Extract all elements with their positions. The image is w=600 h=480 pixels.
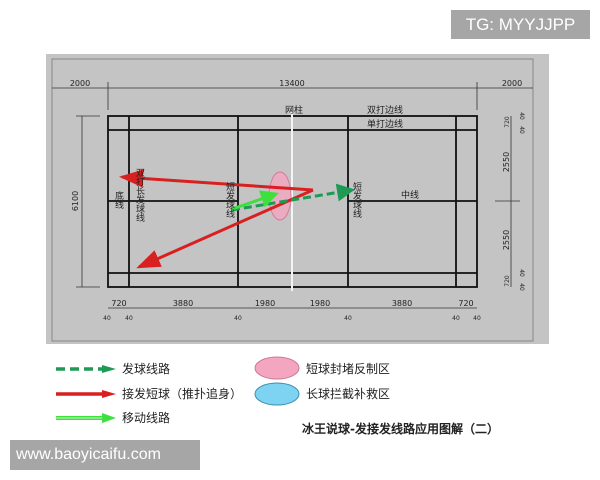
dim-right-small: 40 (518, 112, 525, 120)
doubles-long-service-line-label: 双打长发球线 (134, 168, 145, 222)
dim-bottom-small: 40 (452, 315, 460, 322)
doubles-sideline-label: 双打边线 (367, 104, 403, 116)
legend-serve-arrowhead (102, 365, 116, 373)
back-line-label: 底线 (113, 190, 124, 209)
dim-left: 6100 (71, 191, 80, 211)
legend-pink-zone-label: 短球封堵反制区 (306, 362, 390, 376)
dim-bottom: 1980 (310, 299, 330, 308)
dim-right-small: 40 (518, 269, 525, 277)
dim-top-left: 2000 (70, 79, 90, 88)
legend-return-label: 接发短球（推扑追身） (122, 386, 242, 401)
legend-move-arrowhead (102, 413, 116, 423)
panel-frame (51, 58, 534, 342)
short-service-line-label: 短发球线 (351, 181, 362, 218)
dim-bottom: 1980 (255, 299, 275, 308)
dim-bottom-small: 40 (103, 315, 111, 322)
dim-right-small: 720 (504, 275, 511, 287)
dim-bottom-small: 40 (473, 315, 481, 322)
legend-blue-zone-icon (254, 382, 300, 406)
watermark-top-right: TG: MYYJJPP (451, 10, 590, 39)
dimension-lines (52, 82, 533, 309)
dim-right: 2550 (502, 230, 511, 250)
legend-move-label: 移动线路 (122, 410, 170, 425)
dim-bottom: 720 (458, 299, 473, 308)
dim-bottom-small: 40 (125, 315, 133, 322)
caption: 冰王说球-发接发线路应用图解（二） (302, 421, 499, 436)
dim-bottom-small: 40 (344, 315, 352, 322)
legend-serve-label: 发球线路 (122, 361, 170, 376)
center-line-label: 中线 (401, 189, 419, 201)
dim-right-small: 40 (518, 126, 525, 134)
dim-right: 2550 (502, 152, 511, 172)
legend-blue-zone-label: 长球拦截补救区 (306, 386, 390, 401)
return-arrow-long (119, 169, 314, 192)
dim-bottom: 3880 (173, 299, 193, 308)
dim-bottom-small: 40 (234, 315, 242, 322)
short-service-line-label: 短发球线 (224, 181, 235, 218)
dim-top-right: 2000 (502, 79, 522, 88)
dim-right-small: 720 (504, 116, 511, 128)
singles-sideline-label: 单打边线 (367, 118, 403, 130)
watermark-bottom-left: www.baoyicaifu.com (10, 440, 200, 470)
legend-return-arrowhead (102, 390, 116, 398)
dim-right-small: 40 (518, 283, 525, 291)
net-post-label: 网柱 (285, 104, 303, 116)
dim-bottom: 720 (111, 299, 126, 308)
legend-pink-zone-icon (254, 356, 300, 380)
dim-bottom: 3880 (392, 299, 412, 308)
serve-arrow (231, 183, 355, 212)
dim-top-center: 13400 (279, 79, 304, 88)
movement-arrow (231, 190, 279, 211)
